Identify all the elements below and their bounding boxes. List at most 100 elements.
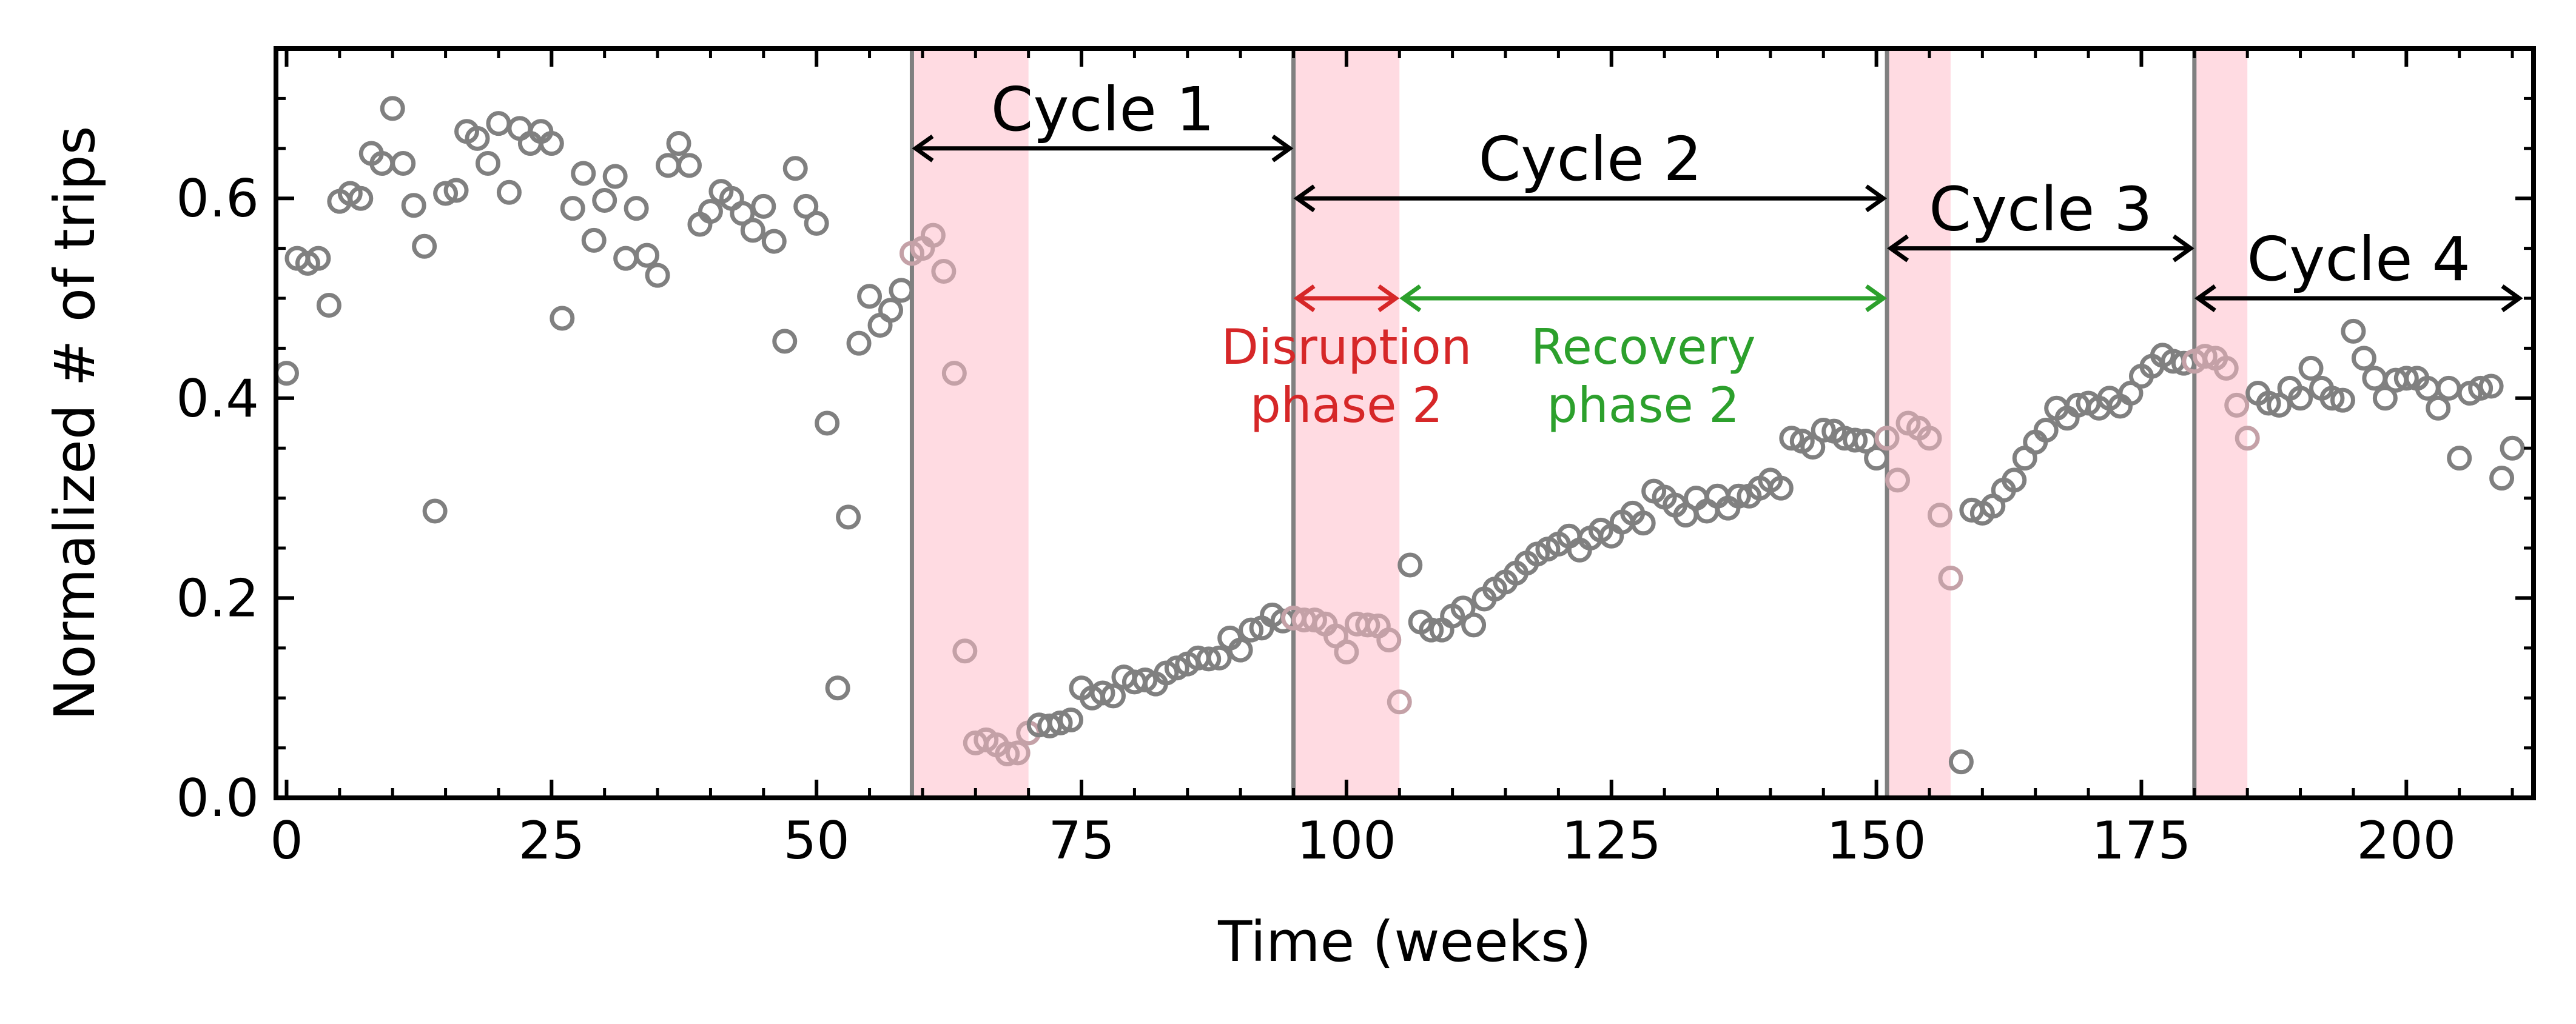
data-point: [348, 186, 374, 211]
plot-frame: [274, 46, 2536, 800]
x-tick-label: 50: [783, 811, 849, 871]
disruption-phase-arrow: [1293, 284, 1400, 312]
data-point: [560, 196, 585, 221]
cycle-arrow-1-head-right: [1271, 134, 1294, 162]
data-point: [2436, 375, 2461, 401]
y-tick-label: 0.4: [176, 369, 259, 429]
data-point: [2118, 381, 2144, 406]
disruption-phase-label-line1: Disruption: [1221, 319, 1471, 375]
data-point: [391, 151, 416, 176]
cycle-arrow-1: [912, 134, 1294, 162]
data-point: [825, 675, 850, 701]
data-point: [1874, 426, 1900, 451]
data-point: [571, 161, 596, 186]
data-point: [1355, 612, 1380, 638]
data-point: [2171, 350, 2196, 376]
data-point: [1090, 680, 1115, 706]
cycle-arrow-4: [2194, 284, 2523, 312]
recovery-phase-arrow-head-right: [1865, 284, 1888, 312]
data-point: [550, 306, 575, 331]
x-tick-label: 75: [1048, 811, 1114, 871]
recovery-phase-arrow: [1399, 284, 1888, 312]
data-point: [804, 210, 829, 236]
data-point: [645, 263, 670, 288]
data-point: [2447, 446, 2472, 471]
y-tick-label: 0.6: [176, 169, 259, 229]
data-point: [1419, 617, 1444, 643]
cycle-arrow-2-head-left: [1293, 184, 1316, 213]
data-point: [2002, 467, 2027, 493]
data-point: [592, 187, 617, 213]
data-point: [2330, 387, 2355, 413]
data-point: [2478, 373, 2504, 399]
data-point: [857, 284, 883, 309]
data-point: [1048, 710, 1073, 735]
cycle-arrow-3: [1887, 234, 2194, 263]
x-tick-label: 150: [1827, 811, 1926, 871]
cycle-boundary-lines: [909, 49, 2197, 798]
x-tick-label: 25: [519, 811, 585, 871]
data-point: [1864, 446, 1889, 471]
data-point: [995, 741, 1020, 766]
data-point: [2362, 366, 2387, 391]
data-point: [1100, 683, 1126, 709]
data-point: [496, 179, 522, 205]
data-point: [666, 131, 691, 156]
data-point: [793, 193, 819, 219]
data-point: [2298, 355, 2324, 381]
data-points: [274, 96, 2525, 775]
y-tick-label: 0.0: [176, 768, 259, 829]
data-point: [475, 151, 500, 176]
x-tick-label: 175: [2091, 811, 2191, 871]
data-point: [656, 153, 681, 178]
axis-ticks: 0 25 50 75 100 125 150 175 200 0.0 0.2 0.4 0.6: [176, 49, 2534, 871]
data-point: [846, 330, 872, 356]
data-point: [1779, 426, 1804, 451]
data-point: [1206, 645, 1232, 671]
data-point: [1885, 467, 1911, 493]
recovery-phase-arrow-head-left: [1399, 284, 1422, 312]
data-point: [2033, 418, 2059, 443]
data-point: [2372, 386, 2398, 411]
data-point: [1927, 503, 1952, 528]
data-point: [761, 229, 787, 254]
cycle-label-4: Cycle 4: [2247, 224, 2470, 295]
data-point: [1005, 740, 1031, 766]
cycle-arrow-2-head-right: [1865, 184, 1888, 213]
data-point: [740, 218, 765, 243]
data-point: [878, 298, 904, 323]
data-point: [1461, 612, 1487, 638]
data-point: [613, 246, 639, 271]
recovery-phase-label-line1: Recovery: [1531, 319, 1756, 375]
disruption-phase-arrow-head-left: [1293, 284, 1316, 312]
disruption-phase-label-line2: phase 2: [1250, 377, 1443, 433]
data-point: [751, 193, 776, 219]
data-point: [676, 153, 702, 178]
data-point: [306, 246, 331, 271]
data-point: [1334, 639, 1359, 664]
data-point: [920, 223, 946, 248]
data-point: [1800, 435, 1826, 460]
data-point: [2224, 392, 2250, 418]
data-point: [412, 233, 437, 259]
data-point: [836, 504, 861, 530]
data-point: [602, 164, 628, 189]
data-point: [443, 178, 469, 203]
x-tick-label: 100: [1297, 811, 1396, 871]
data-point: [2235, 426, 2260, 451]
data-point: [2288, 386, 2313, 411]
data-point: [581, 227, 607, 253]
data-point: [401, 193, 426, 218]
data-point: [422, 498, 448, 524]
x-tick-label: 125: [1562, 811, 1661, 871]
data-point: [1630, 510, 1656, 536]
data-point: [1938, 565, 1963, 591]
data-point: [1228, 637, 1253, 663]
data-point: [634, 243, 660, 268]
data-point: [1196, 646, 1222, 672]
data-point: [772, 329, 798, 354]
data-point: [2213, 355, 2239, 381]
data-point: [1239, 617, 1264, 643]
